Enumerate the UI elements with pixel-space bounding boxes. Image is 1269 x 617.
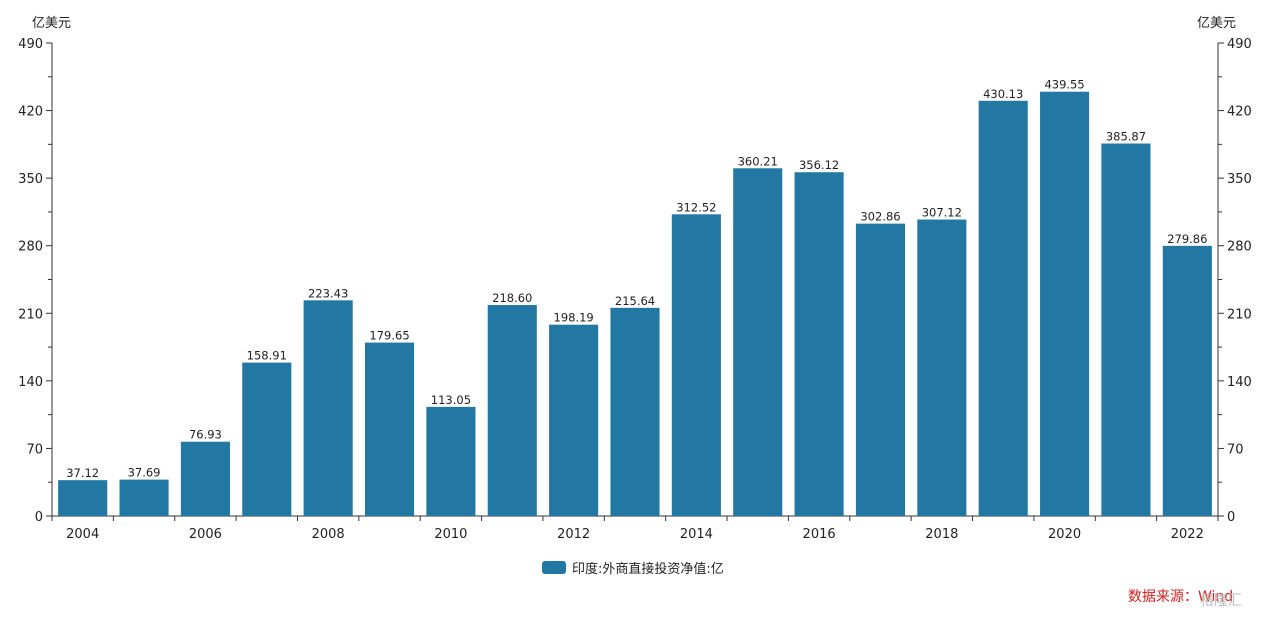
x-tick-label: 2022 (1171, 527, 1204, 542)
data-label: 37.12 (66, 466, 99, 480)
bar (610, 307, 660, 516)
y-tick-label-left: 490 (18, 37, 43, 52)
watermark-logo: 格隆汇 (1200, 593, 1242, 609)
data-label: 302.86 (860, 210, 900, 224)
y-tick-label-right: 210 (1227, 307, 1252, 322)
data-label: 215.64 (615, 294, 655, 308)
bar (917, 219, 967, 516)
bar (303, 300, 353, 516)
x-tick-label: 2006 (189, 527, 222, 542)
data-label: 76.93 (189, 428, 222, 442)
bar (487, 304, 537, 516)
x-tick-label: 2014 (680, 527, 713, 542)
legend-label: 印度:外商直接投资净值:亿 (572, 562, 724, 577)
bar (1040, 91, 1090, 516)
y-tick-label-right: 140 (1227, 375, 1252, 390)
data-label: 307.12 (922, 206, 962, 220)
x-tick-label: 2004 (66, 527, 99, 542)
y-tick-label-left: 0 (35, 510, 43, 525)
x-tick-label: 2010 (434, 527, 467, 542)
data-label: 113.05 (431, 393, 471, 407)
y-tick-label-right: 350 (1227, 172, 1252, 187)
y-tick-label-right: 0 (1227, 510, 1235, 525)
bar (855, 223, 906, 516)
x-tick-label: 2016 (803, 527, 836, 542)
bar (119, 479, 169, 516)
x-tick-label: 2012 (557, 527, 590, 542)
data-label: 385.87 (1106, 130, 1146, 144)
bar (1162, 245, 1212, 516)
y-tick-label-left: 280 (18, 240, 43, 255)
bar (426, 406, 476, 516)
x-tick-label: 2008 (312, 527, 345, 542)
bar (671, 214, 721, 517)
bar (549, 324, 599, 516)
y-tick-label-right: 280 (1227, 240, 1252, 255)
y-tick-label-left: 140 (18, 375, 43, 390)
data-label: 439.55 (1044, 78, 1084, 92)
y-tick-label-left: 420 (18, 105, 43, 120)
data-label: 360.21 (738, 154, 778, 168)
bar (1101, 143, 1151, 516)
bar (978, 100, 1028, 516)
data-label: 312.52 (676, 200, 716, 214)
bar (180, 441, 230, 516)
data-label: 218.60 (492, 291, 532, 305)
y-tick-label-left: 210 (18, 307, 43, 322)
x-tick-label: 2020 (1048, 527, 1081, 542)
data-label: 223.43 (308, 286, 348, 300)
y-tick-label-right: 70 (1227, 442, 1244, 457)
y-axis-unit-left: 亿美元 (32, 16, 72, 31)
y-axis-unit-right: 亿美元 (1197, 16, 1237, 31)
data-label: 179.65 (369, 329, 409, 343)
bar (58, 480, 108, 516)
data-label: 158.91 (247, 349, 287, 363)
data-label: 279.86 (1167, 232, 1207, 246)
data-label: 198.19 (554, 311, 594, 325)
bar (794, 172, 844, 517)
bar (733, 168, 783, 516)
data-source-text: 数据来源：Wind (1128, 589, 1234, 605)
data-label: 356.12 (799, 158, 839, 172)
y-tick-label-left: 70 (26, 442, 43, 457)
x-tick-label: 2018 (925, 527, 958, 542)
data-label: 37.69 (128, 466, 161, 480)
legend[interactable]: 印度:外商直接投资净值:亿 (542, 558, 724, 577)
y-tick-label-right: 490 (1227, 37, 1252, 52)
bar (242, 362, 292, 516)
y-tick-label-right: 420 (1227, 105, 1252, 120)
data-label: 430.13 (983, 87, 1023, 101)
bar (364, 342, 415, 516)
y-tick-label-left: 350 (18, 172, 43, 187)
legend-swatch (542, 561, 566, 574)
